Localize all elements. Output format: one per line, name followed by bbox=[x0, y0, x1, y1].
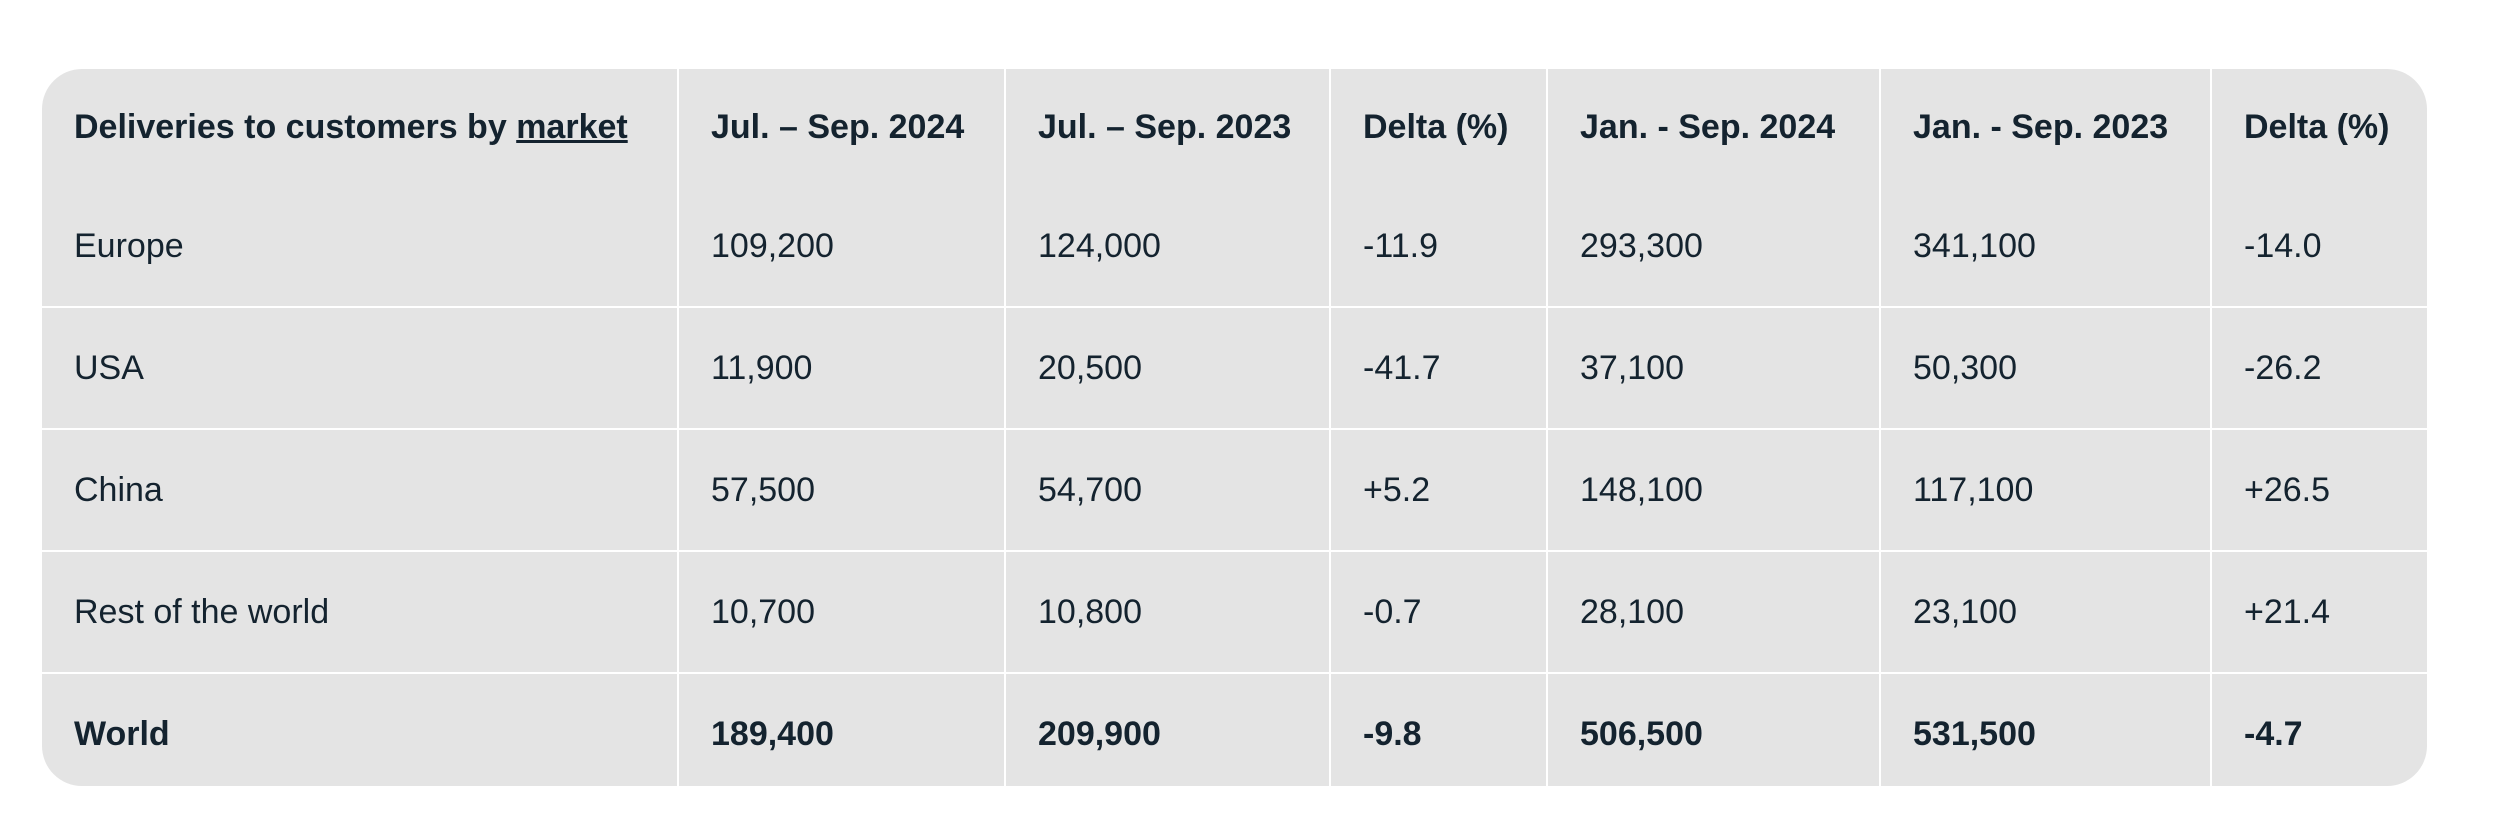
table-cell: +5.2 bbox=[1329, 428, 1548, 552]
total-cell: 531,500 bbox=[1879, 672, 2212, 786]
total-cell: World bbox=[42, 672, 679, 786]
table-cell: 57,500 bbox=[677, 428, 1006, 552]
table-cell: 28,100 bbox=[1546, 550, 1881, 674]
table-row: USA 11,900 20,500 -41.7 37,100 50,300 -26.2 bbox=[42, 306, 2427, 430]
table-cell: 148,100 bbox=[1546, 428, 1881, 552]
table-cell: -11.9 bbox=[1329, 186, 1548, 308]
header-cell: Jan. - Sep. 2023 bbox=[1879, 69, 2212, 186]
table-cell: 10,700 bbox=[677, 550, 1006, 674]
table-cell: 50,300 bbox=[1879, 306, 2212, 430]
table-cell: -14.0 bbox=[2210, 186, 2427, 308]
table-cell: 54,700 bbox=[1004, 428, 1331, 552]
table-cell: -41.7 bbox=[1329, 306, 1548, 430]
table-cell: 124,000 bbox=[1004, 186, 1331, 308]
deliveries-table: Deliveries to customers by market Jul. –… bbox=[42, 69, 2427, 786]
header-cell: Jul. – Sep. 2024 bbox=[677, 69, 1006, 186]
table-cell: 10,800 bbox=[1004, 550, 1331, 674]
table-row: Rest of the world 10,700 10,800 -0.7 28,100 2… bbox=[42, 550, 2427, 674]
table-cell: -0.7 bbox=[1329, 550, 1548, 674]
table-cell: 293,300 bbox=[1546, 186, 1881, 308]
table-cell: +26.5 bbox=[2210, 428, 2427, 552]
table-cell: 37,100 bbox=[1546, 306, 1881, 430]
table-card: Deliveries to customers by market Jul. –… bbox=[42, 69, 2427, 786]
total-cell: 209,900 bbox=[1004, 672, 1331, 786]
total-cell: 506,500 bbox=[1546, 672, 1881, 786]
header-cell: Jul. – Sep. 2023 bbox=[1004, 69, 1331, 186]
table-cell: 109,200 bbox=[677, 186, 1006, 308]
total-cell: -4.7 bbox=[2210, 672, 2427, 786]
table-cell: China bbox=[42, 428, 679, 552]
table-cell: 11,900 bbox=[677, 306, 1006, 430]
table-cell: 23,100 bbox=[1879, 550, 2212, 674]
table-body: Europe 109,200 124,000 -11.9 293,300 341,100-… bbox=[42, 186, 2427, 786]
header-text: Deliveries to customers by bbox=[74, 108, 507, 146]
table-cell: Rest of the world bbox=[42, 550, 679, 674]
header-row: Deliveries to customers by market Jul. –… bbox=[42, 69, 2427, 186]
table-cell: 20,500 bbox=[1004, 306, 1331, 430]
table-cell: 341,100 bbox=[1879, 186, 2212, 308]
total-cell: 189,400 bbox=[677, 672, 1006, 786]
table-cell: +21.4 bbox=[2210, 550, 2427, 674]
market-link[interactable]: market bbox=[516, 108, 628, 146]
header-cell: Deliveries to customers by market bbox=[42, 69, 679, 186]
table-row: Europe 109,200 124,000 -11.9 293,300 341,100-… bbox=[42, 186, 2427, 308]
table-row: China 57,500 54,700 +5.2 148,100 117,100 +26.5 bbox=[42, 428, 2427, 552]
total-cell: -9.8 bbox=[1329, 672, 1548, 786]
header-cell: Delta (%) bbox=[1329, 69, 1548, 186]
table-cell: Europe bbox=[42, 186, 679, 308]
total-row: World 189,400 209,900 -9.8 506,500 531,500 -4.… bbox=[42, 672, 2427, 786]
table-cell: USA bbox=[42, 306, 679, 430]
table-cell: 117,100 bbox=[1879, 428, 2212, 552]
header-cell: Jan. - Sep. 2024 bbox=[1546, 69, 1881, 186]
table-cell: -26.2 bbox=[2210, 306, 2427, 430]
header-cell: Delta (%) bbox=[2210, 69, 2427, 186]
